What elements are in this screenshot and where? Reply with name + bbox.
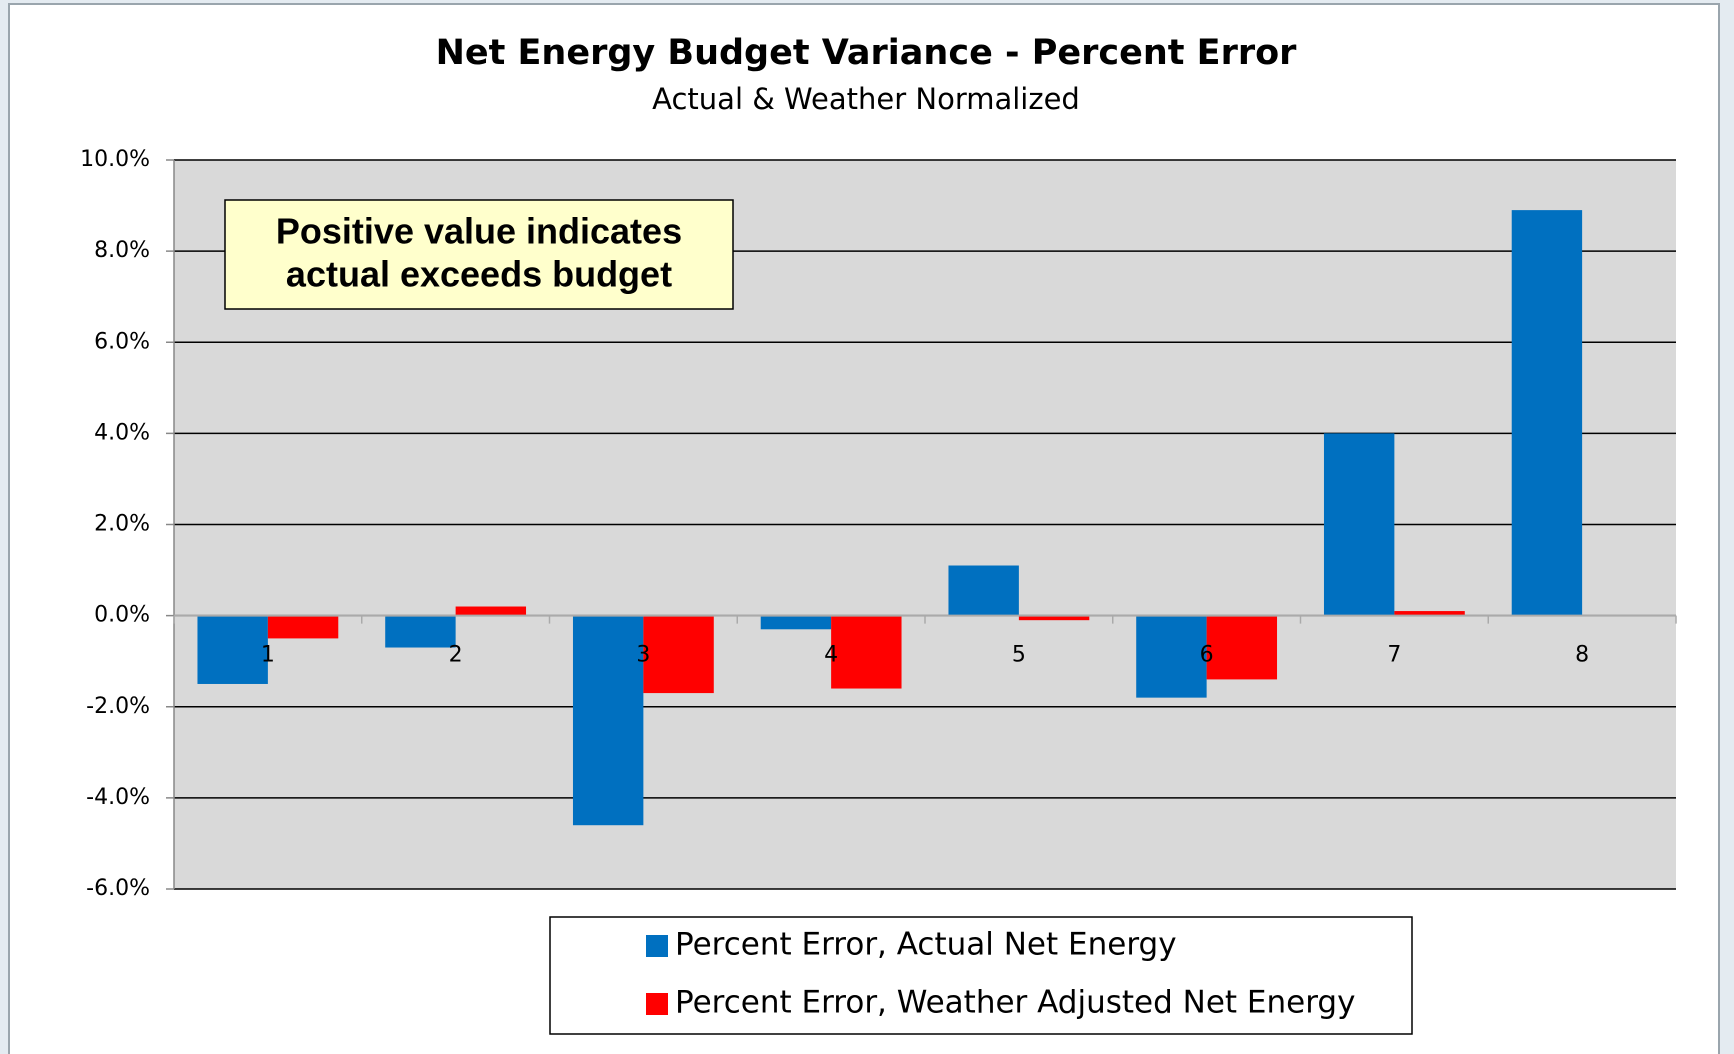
bar (760, 615, 832, 630)
x-tick-label: 2 (449, 643, 463, 668)
chart-subtitle: Actual & Weather Normalized (652, 82, 1080, 116)
x-tick-label: 1 (261, 643, 275, 668)
x-tick-label: 3 (636, 643, 650, 668)
bar (267, 615, 339, 639)
legend-swatch (646, 993, 668, 1015)
legend (549, 916, 1413, 1035)
bar (643, 615, 714, 694)
bar (1018, 615, 1090, 621)
x-tick-label: 4 (824, 643, 838, 668)
x-tick-label: 8 (1575, 643, 1589, 668)
axes: -6.0% -4.0% -2.0% 0.0% 2.0% 4.0% 6.0% 8.0% 10.0%… (80, 147, 1677, 901)
bar (1206, 615, 1278, 680)
y-tick-label: -6.0% (86, 876, 150, 901)
bar (831, 615, 902, 689)
bar (1136, 615, 1207, 698)
y-tick-label: 4.0% (94, 420, 150, 445)
bar (455, 606, 527, 616)
annotation-box (224, 199, 734, 310)
bar (1394, 611, 1465, 616)
y-tick-label: -4.0% (86, 785, 150, 810)
legend-label: Percent Error, Actual Net Energy (675, 927, 1177, 963)
legend-entries: Percent Error, Actual Net Energy Percent … (646, 927, 1355, 1021)
bars (197, 210, 1583, 826)
y-tick-label: 2.0% (94, 512, 150, 537)
bar (1323, 433, 1395, 616)
x-tick-label: 7 (1387, 643, 1401, 668)
annotation: actual exceeds budget (286, 254, 672, 295)
bar (1511, 210, 1583, 616)
y-tick-label: -2.0% (86, 694, 150, 719)
y-tick-label: 10.0% (80, 147, 150, 172)
y-tick-label: 0.0% (94, 603, 150, 628)
bar (385, 615, 456, 648)
y-tick-label: 8.0% (94, 238, 150, 263)
y-tick-label: 6.0% (94, 329, 150, 354)
chart-title: Net Energy Budget Variance - Percent Err… (436, 33, 1298, 73)
bar (572, 615, 644, 826)
bar (197, 615, 268, 684)
legend-label: Percent Error, Weather Adjusted Net Ener… (675, 985, 1355, 1021)
x-tick-label: 6 (1200, 643, 1214, 668)
annotation: Positive value indicates (276, 211, 682, 252)
legend-swatch (646, 935, 668, 957)
bar (948, 565, 1019, 616)
x-tick-label: 5 (1012, 643, 1026, 668)
